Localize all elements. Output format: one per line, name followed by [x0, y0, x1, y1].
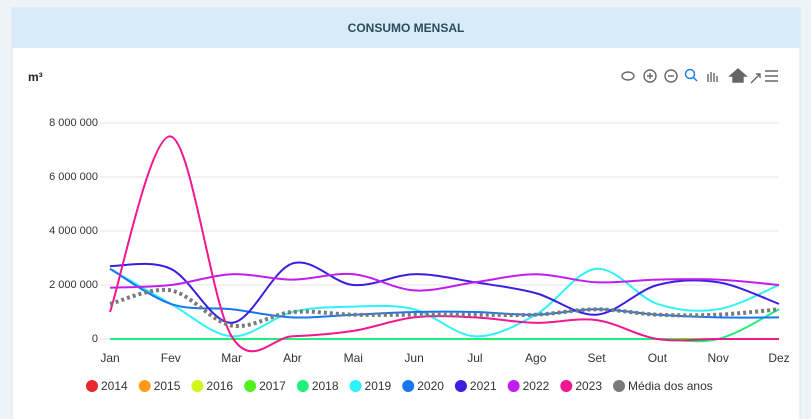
- x-tick-label: Abr: [283, 351, 302, 365]
- legend-label: Média dos anos: [628, 379, 713, 393]
- x-tick-label: Jul: [467, 351, 482, 365]
- y-axis-label: m³: [28, 70, 43, 84]
- legend-label: 2014: [101, 379, 128, 393]
- x-tick-label: Fev: [161, 351, 181, 365]
- legend-marker: [613, 380, 626, 392]
- legend-marker: [349, 380, 362, 392]
- legend-marker: [244, 380, 257, 392]
- legend-label: 2022: [523, 379, 550, 393]
- y-tick-label: 6 000 000: [49, 171, 98, 183]
- series-line: [109, 135, 779, 353]
- x-tick-label: Mar: [221, 351, 242, 365]
- legend-label: 2020: [417, 379, 444, 393]
- x-tick-label: Out: [648, 351, 668, 365]
- legend-label: 2015: [154, 379, 181, 393]
- legend-marker: [138, 380, 151, 392]
- x-tick-label: Nov: [708, 351, 729, 365]
- legend-marker: [402, 380, 415, 392]
- card-title: CONSUMO MENSAL: [348, 21, 465, 35]
- card-header: [12, 8, 800, 48]
- y-tick-label: 4 000 000: [49, 225, 98, 237]
- toolbar: [621, 68, 778, 84]
- y-tick-label: 0: [92, 333, 98, 345]
- zoom-icon[interactable]: [684, 68, 696, 80]
- x-tick-label: Jun: [404, 351, 423, 365]
- legend-marker: [507, 380, 520, 392]
- zoom-in-icon[interactable]: [643, 69, 657, 83]
- series-line: [109, 272, 780, 292]
- y-tick-label: 2 000 000: [49, 279, 98, 291]
- x-tick-label: Jan: [100, 351, 119, 365]
- toolbar-icon[interactable]: [621, 71, 635, 81]
- legend-marker: [454, 380, 467, 392]
- x-tick-label: Mai: [344, 351, 363, 365]
- legend-label: 2021: [470, 379, 497, 393]
- pan-icon[interactable]: [707, 72, 718, 82]
- legend-marker: [191, 380, 204, 392]
- menu-icon[interactable]: [765, 70, 778, 82]
- series-line: [109, 267, 780, 338]
- legend-label: 2018: [312, 379, 339, 393]
- home-icon[interactable]: [728, 68, 748, 83]
- legend-label: 2017: [259, 379, 286, 393]
- legend-marker: [296, 380, 309, 392]
- y-tick-label: 8 000 000: [49, 117, 98, 129]
- legend-marker: [560, 380, 573, 392]
- x-tick-label: Ago: [525, 351, 547, 365]
- zoom-out-icon[interactable]: [664, 69, 678, 83]
- legend-label: 2016: [206, 379, 233, 393]
- expand-icon[interactable]: [750, 73, 761, 84]
- x-tick-label: Set: [588, 351, 607, 365]
- legend-label: 2023: [575, 379, 602, 393]
- legend-marker: [86, 380, 98, 392]
- series-line: [109, 287, 780, 329]
- x-tick-label: Dez: [768, 351, 789, 365]
- legend-label: 2019: [365, 379, 392, 393]
